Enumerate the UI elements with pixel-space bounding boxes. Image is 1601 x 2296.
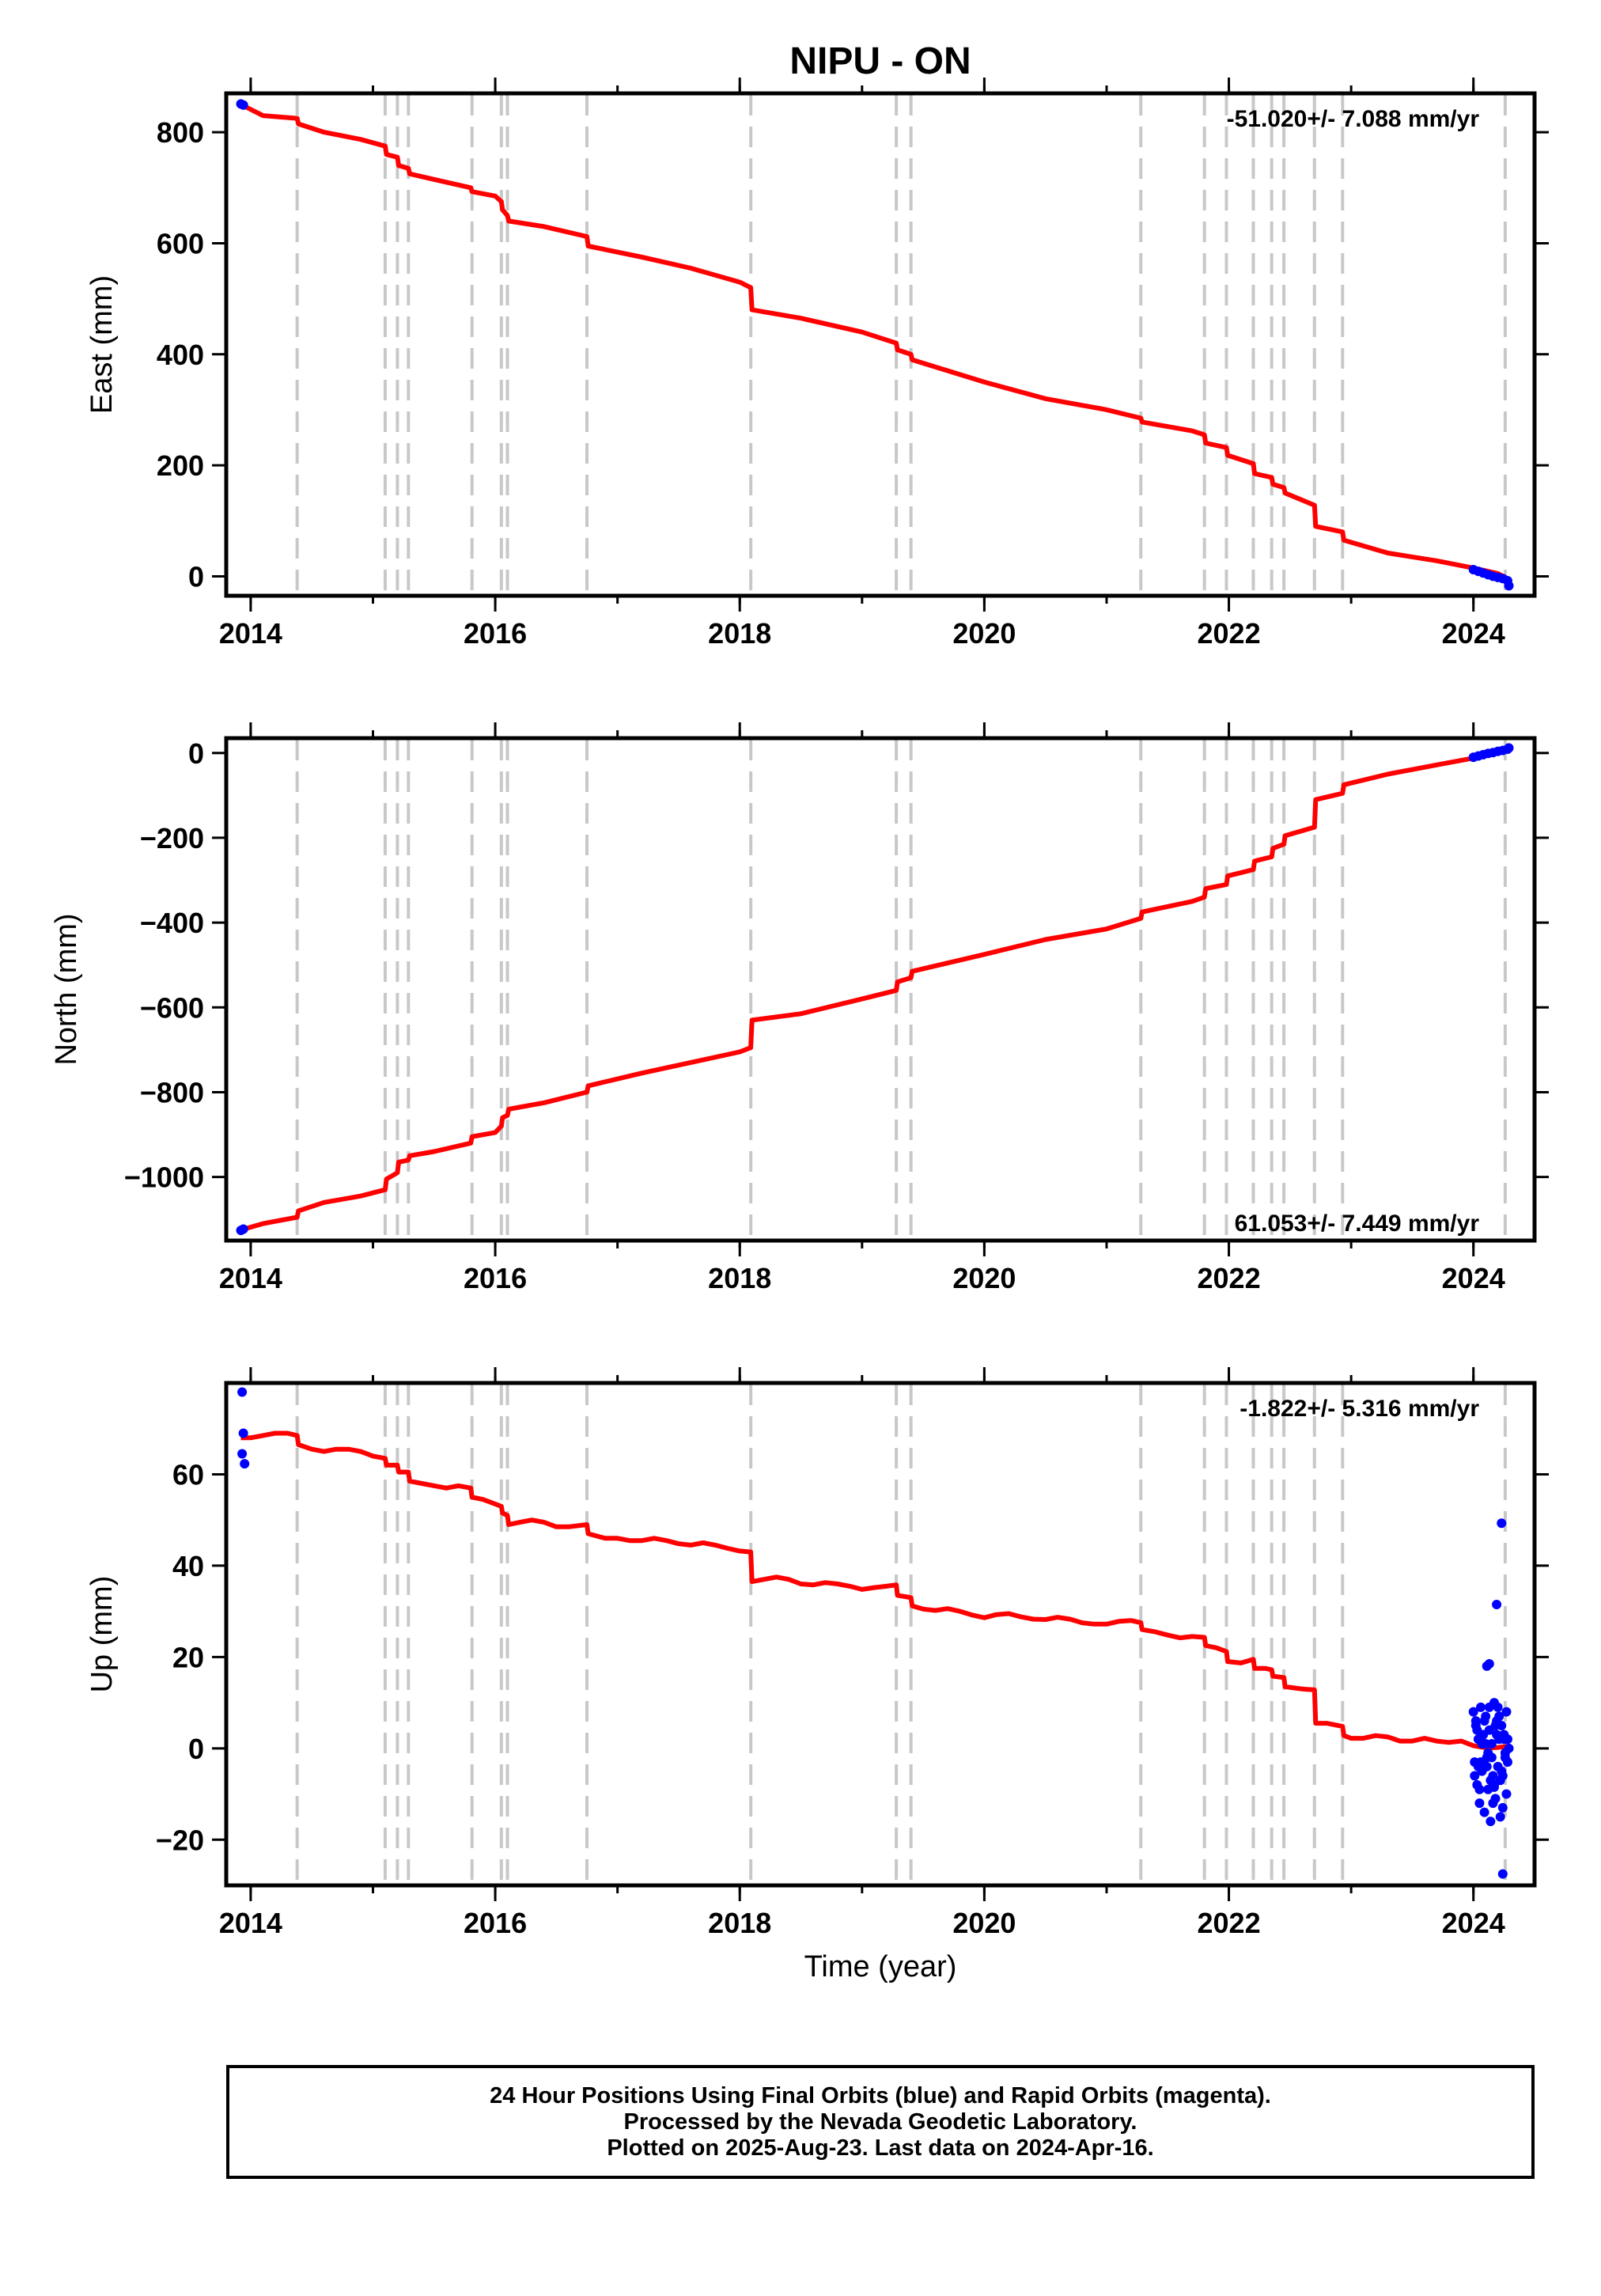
y-tick-label: 0 — [188, 1733, 204, 1765]
final-orbit-point — [1486, 1817, 1496, 1827]
caption-line-1: 24 Hour Positions Using Final Orbits (bl… — [490, 2082, 1271, 2108]
final-orbit-point — [1488, 1798, 1498, 1809]
final-orbit-point — [1492, 1599, 1502, 1609]
final-orbit-point — [237, 1387, 248, 1397]
final-orbit-point — [1468, 1707, 1478, 1717]
y-tick-label: 800 — [157, 116, 204, 149]
final-orbit-point — [1474, 1798, 1485, 1809]
y-tick-label: 40 — [172, 1550, 204, 1582]
x-tick-label: 2018 — [708, 1262, 771, 1294]
final-orbit-point — [1479, 1716, 1489, 1726]
final-orbit-point — [1484, 1702, 1494, 1712]
final-orbit-point — [1494, 1711, 1504, 1722]
final-orbit-point — [1490, 1720, 1501, 1730]
x-tick-label: 2022 — [1198, 617, 1261, 650]
x-tick-label: 2016 — [464, 617, 527, 650]
y-tick-label: −200 — [140, 822, 204, 854]
y-tick-label: −600 — [140, 991, 204, 1024]
y-axis-label: Up (mm) — [85, 1576, 119, 1693]
final-orbit-point — [1501, 1789, 1512, 1799]
final-orbit-point — [1483, 1748, 1493, 1758]
final-orbit-point — [1502, 1734, 1512, 1745]
final-orbit-point — [1479, 1807, 1489, 1817]
east-panel: 2014 2016 2018 2020 2022 2024 0 200 400 600 800 Eas… — [85, 78, 1549, 650]
model-series-line — [240, 1430, 1509, 1751]
final-orbit-point — [1475, 1702, 1486, 1712]
final-orbit-point — [1474, 1784, 1485, 1794]
final-orbit-point — [1493, 1702, 1503, 1712]
x-tick-label: 2020 — [952, 617, 1016, 650]
final-orbit-point — [240, 1459, 250, 1469]
velocity-rate-label: -51.020+/- 7.088 mm/yr — [1227, 106, 1480, 132]
y-tick-label: 20 — [172, 1641, 204, 1673]
final-orbit-point — [1501, 1707, 1512, 1717]
plot-frame — [224, 1381, 1537, 1888]
y-tick-label: 600 — [157, 227, 204, 260]
final-orbit-point — [1495, 1812, 1505, 1822]
x-tick-label: 2022 — [1198, 1907, 1261, 1939]
x-tick-label: 2018 — [708, 617, 771, 650]
x-tick-label: 2020 — [952, 1262, 1016, 1294]
x-tick-label: 2024 — [1442, 617, 1505, 650]
y-axis-label: East (mm) — [85, 275, 119, 414]
x-tick-label: 2018 — [708, 1907, 771, 1939]
final-orbit-point — [1470, 1716, 1481, 1726]
final-orbit-point — [1492, 1730, 1502, 1740]
y-tick-label: 200 — [157, 449, 204, 482]
y-tick-label: −20 — [156, 1824, 204, 1856]
final-orbit-point — [1497, 1802, 1508, 1813]
north-panel: 2014 2016 2018 2020 2022 2024 −1000 −800 −600 −40… — [50, 722, 1549, 1294]
y-tick-label: −1000 — [124, 1161, 204, 1194]
final-orbit-point — [1497, 1518, 1507, 1529]
y-tick-label: 0 — [188, 737, 204, 770]
y-tick-label: 0 — [188, 560, 204, 593]
x-tick-label: 2014 — [219, 1907, 282, 1939]
velocity-rate-label: -1.822+/- 5.316 mm/yr — [1240, 1396, 1479, 1422]
final-orbit-point — [1473, 1761, 1483, 1771]
y-tick-label: 60 — [172, 1458, 204, 1491]
model-series-line — [240, 746, 1510, 1233]
final-orbit-point — [1504, 1743, 1514, 1753]
caption-box: 24 Hour Positions Using Final Orbits (bl… — [226, 2065, 1535, 2179]
x-tick-label: 2024 — [1442, 1907, 1505, 1939]
final-orbit-point — [1484, 1659, 1494, 1669]
final-orbit-point — [1481, 1739, 1491, 1749]
x-tick-label: 2020 — [952, 1907, 1016, 1939]
model-series-line — [240, 102, 1510, 582]
final-orbit-point — [238, 1224, 248, 1234]
y-axis-label: North (mm) — [50, 913, 83, 1065]
final-orbit-point — [1504, 743, 1514, 753]
x-axis-label: Time (year) — [804, 1950, 957, 1983]
final-orbit-point — [1478, 1730, 1489, 1740]
final-orbit-point — [1497, 1771, 1508, 1781]
up-panel: 2014 2016 2018 2020 2022 2024 −20 0 20 40 60 Up (mm… — [85, 1367, 1549, 1939]
caption-line-2: Processed by the Nevada Geodetic Laborat… — [623, 2108, 1137, 2135]
x-tick-label: 2014 — [219, 617, 282, 650]
plot-frame — [224, 91, 1537, 598]
velocity-rate-label: 61.053+/- 7.449 mm/yr — [1235, 1211, 1480, 1237]
final-orbit-point — [1470, 1771, 1480, 1781]
y-tick-label: −800 — [140, 1076, 204, 1108]
x-tick-label: 2022 — [1198, 1262, 1261, 1294]
final-orbit-point — [1500, 1752, 1510, 1763]
x-tick-label: 2016 — [464, 1907, 527, 1939]
final-orbit-point — [1504, 581, 1514, 591]
plot-frame — [224, 736, 1537, 1243]
final-orbit-point — [1497, 1869, 1508, 1879]
final-orbit-point — [238, 100, 248, 110]
chart-title: NIPU - ON — [789, 40, 971, 82]
x-tick-label: 2014 — [219, 1262, 282, 1294]
y-tick-label: −400 — [140, 907, 204, 939]
final-orbit-point — [237, 1449, 248, 1459]
caption-line-3: Plotted on 2025-Aug-23. Last data on 202… — [607, 2135, 1154, 2161]
x-tick-label: 2024 — [1442, 1262, 1505, 1294]
y-tick-label: 400 — [157, 339, 204, 371]
final-orbit-point — [238, 1428, 248, 1438]
final-orbit-point — [1489, 1782, 1499, 1792]
x-tick-label: 2016 — [464, 1262, 527, 1294]
